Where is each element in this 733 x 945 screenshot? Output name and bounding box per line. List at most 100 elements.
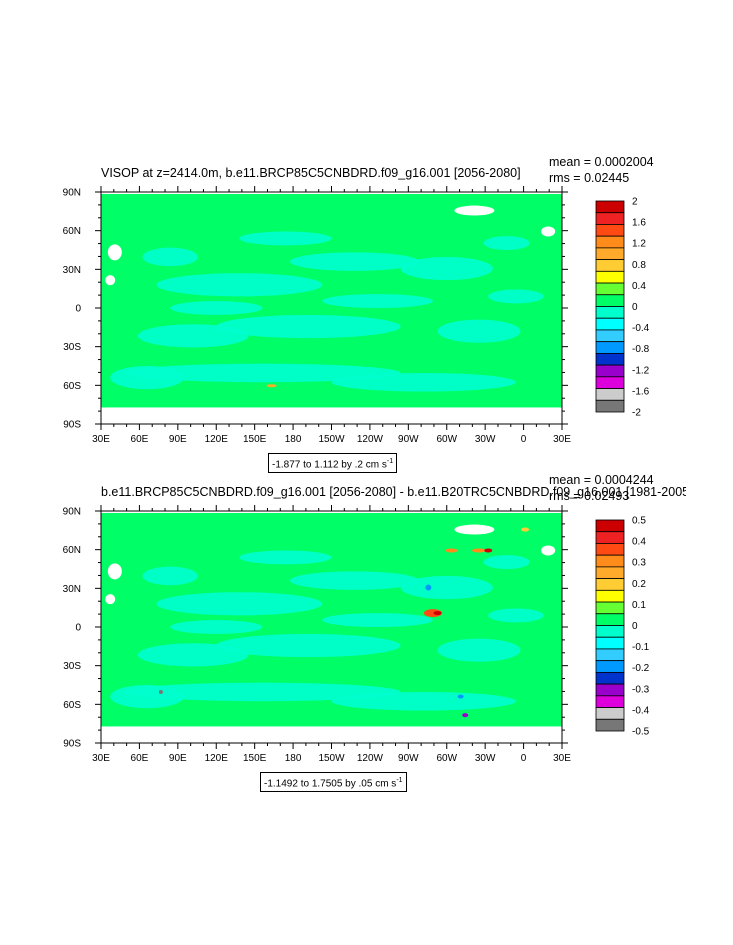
colorbar-label: 0.2 xyxy=(632,579,646,590)
colorbar-swatch xyxy=(595,235,625,249)
panel1-rms: rms = 0.02445 xyxy=(549,171,630,185)
panel1-field xyxy=(101,194,562,424)
colorbar-swatch xyxy=(595,376,625,389)
missing-patch xyxy=(454,205,495,216)
y-tick-label: 60S xyxy=(63,700,81,711)
anomaly-spot xyxy=(521,527,530,532)
y-tick-label: 30S xyxy=(63,661,81,672)
colorbar-swatch xyxy=(595,364,625,378)
x-tick-label: 30E xyxy=(553,434,571,445)
missing-patch xyxy=(105,594,116,605)
panel2-field xyxy=(101,513,562,743)
anomaly-spot xyxy=(462,713,469,718)
anomaly-spot xyxy=(484,548,493,553)
colorbar-swatch xyxy=(595,259,625,272)
colorbar-swatch xyxy=(595,718,625,732)
x-tick-label: 0 xyxy=(521,753,527,764)
missing-south-band xyxy=(101,408,562,424)
negative-region xyxy=(437,638,521,662)
colorbar-swatch xyxy=(595,554,625,568)
colorbar-label: -0.5 xyxy=(632,727,650,738)
x-tick-label: 30E xyxy=(92,434,110,445)
colorbar-swatch xyxy=(595,601,625,615)
colorbar-swatch xyxy=(595,578,625,591)
panel1-mean: mean = 0.0002004 xyxy=(549,155,654,169)
panel1-range-label: -1.877 to 1.112 by .2 cm s-1 xyxy=(268,453,398,474)
anomaly-spot xyxy=(457,694,464,699)
colorbar-swatch xyxy=(595,352,625,366)
missing-patch xyxy=(541,545,556,556)
colorbar-label: 0 xyxy=(632,302,638,313)
colorbar-swatch xyxy=(595,589,625,603)
negative-region xyxy=(142,247,198,267)
panel1-colorbar: 2 1.6 1.2 0.8 0.4 0 -0.4 -0.8 -1.2 -1.6 -2 xyxy=(595,197,650,419)
x-tick-label: 0 xyxy=(521,434,527,445)
y-tick-label: 90S xyxy=(63,420,81,431)
negative-region xyxy=(156,592,323,616)
colorbar-swatch xyxy=(595,270,625,284)
colorbar-label: 0.5 xyxy=(632,516,646,527)
colorbar-swatch xyxy=(595,200,625,214)
x-tick-label: 60E xyxy=(131,434,149,445)
negative-region xyxy=(239,550,332,565)
negative-region xyxy=(216,633,401,658)
panel2-title: b.e11.BRCP85C5CNBDRD.f09_g16.001 [2056-2… xyxy=(101,485,686,499)
negative-region xyxy=(483,236,530,250)
x-tick-label: 120E xyxy=(205,753,229,764)
x-tick-label: 180 xyxy=(285,434,302,445)
negative-region xyxy=(437,319,521,343)
missing-patch xyxy=(107,563,122,580)
x-tick-label: 150W xyxy=(318,753,345,764)
colorbar-swatch xyxy=(595,566,625,580)
colorbar-label: -0.2 xyxy=(632,663,650,674)
colorbar-label: 1.6 xyxy=(632,218,646,229)
negative-region xyxy=(216,314,401,339)
colorbar-swatch xyxy=(595,519,625,533)
negative-region xyxy=(156,273,323,297)
negative-region xyxy=(170,620,263,634)
y-tick-label: 60N xyxy=(63,226,81,237)
negative-region xyxy=(322,294,433,309)
colorbar-label: -2 xyxy=(632,408,641,419)
y-tick-label: 30N xyxy=(63,265,81,276)
y-tick-label: 60S xyxy=(63,381,81,392)
colorbar-swatch xyxy=(595,294,625,307)
colorbar-swatch xyxy=(595,707,625,720)
missing-patch xyxy=(105,275,116,286)
anomaly-spot xyxy=(266,384,277,388)
negative-region xyxy=(483,555,530,569)
colorbar-swatch xyxy=(595,306,625,319)
x-tick-label: 120W xyxy=(357,753,384,764)
y-tick-label: 0 xyxy=(75,304,81,315)
x-tick-label: 90W xyxy=(398,753,419,764)
anomaly-spot xyxy=(433,611,442,616)
x-tick-label: 30W xyxy=(475,434,496,445)
panel1-range-unit-exp: -1 xyxy=(386,458,394,465)
missing-patch xyxy=(107,244,122,261)
x-tick-label: 60W xyxy=(436,434,457,445)
negative-region xyxy=(400,256,493,281)
x-tick-label: 150W xyxy=(318,434,345,445)
colorbar-label: 0 xyxy=(632,621,638,632)
colorbar-label: 1.2 xyxy=(632,239,646,250)
colorbar-swatch xyxy=(595,543,625,556)
negative-region xyxy=(488,608,544,623)
colorbar-label: -0.4 xyxy=(632,705,650,716)
panel2-rms: rms = 0.02493 xyxy=(549,489,630,503)
y-tick-label: 90S xyxy=(63,739,81,750)
panel2-range-text: -1.1492 to 1.7505 by .05 cm s xyxy=(264,778,397,790)
negative-region xyxy=(290,571,420,590)
negative-region xyxy=(290,252,420,271)
panel2-range-label: -1.1492 to 1.7505 by .05 cm s-1 xyxy=(260,772,407,793)
panel2-colorbar: 0.5 0.4 0.3 0.2 0.1 0 -0.1 -0.2 -0.3 -0.4 -0.5 xyxy=(595,516,650,738)
negative-region xyxy=(239,231,332,246)
colorbar-swatch xyxy=(595,399,625,413)
anomaly-spot xyxy=(425,584,432,591)
panel2-mean: mean = 0.0004244 xyxy=(549,473,654,487)
anomaly-spot xyxy=(423,609,442,618)
negative-region xyxy=(400,575,493,600)
colorbar-swatch xyxy=(595,625,625,638)
x-tick-label: 60E xyxy=(131,753,149,764)
